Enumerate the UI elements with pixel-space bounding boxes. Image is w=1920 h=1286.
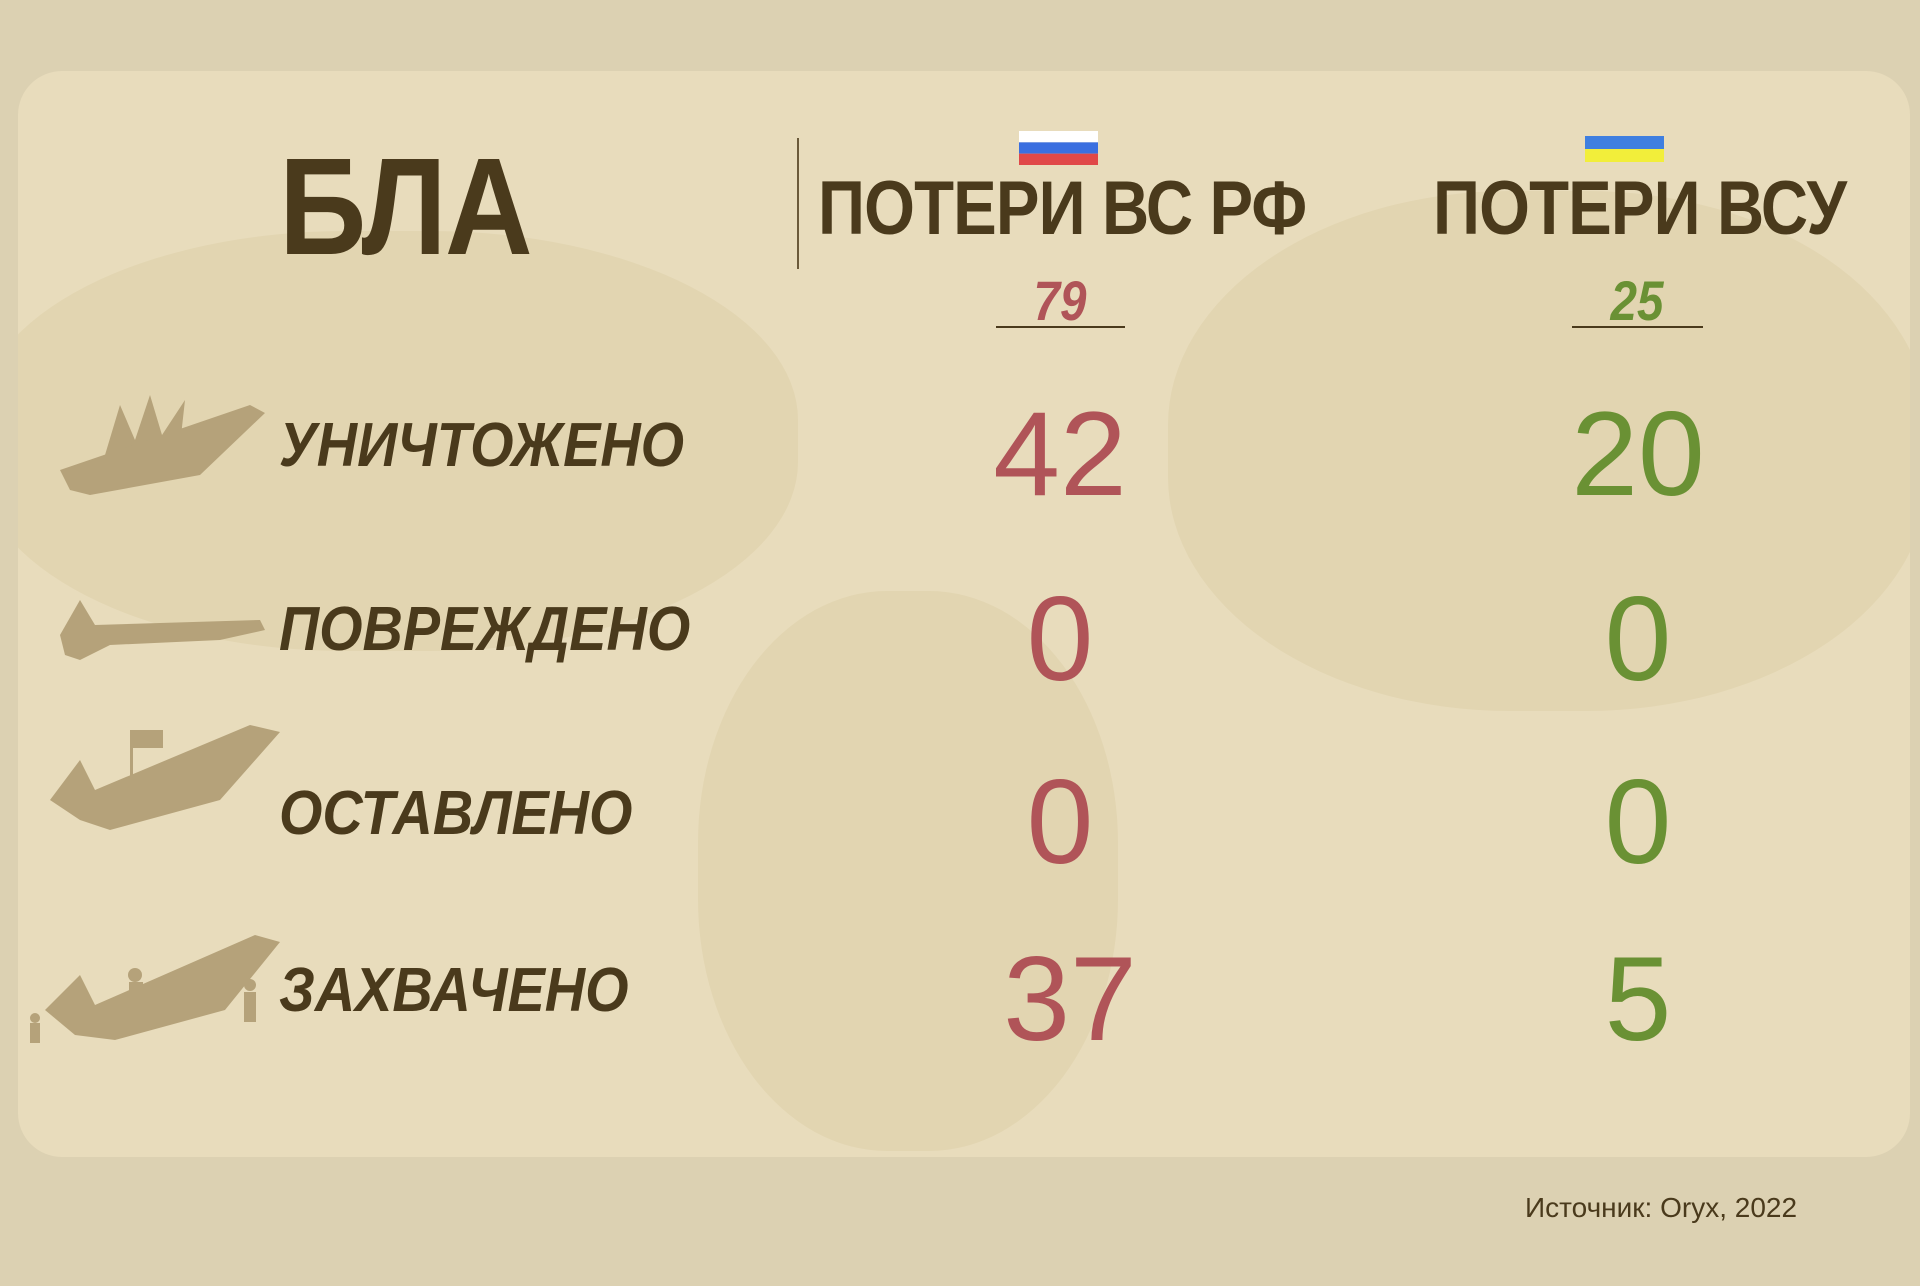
total-russia: 79 xyxy=(1033,269,1087,332)
russia-flag-icon xyxy=(1019,131,1098,165)
total-ukraine: 25 xyxy=(1610,269,1664,332)
value-ukraine-captured: 5 xyxy=(1604,932,1672,1066)
value-russia-destroyed: 42 xyxy=(993,387,1127,521)
map-background xyxy=(1168,191,1910,711)
divider xyxy=(797,138,799,269)
abandoned-drone-icon xyxy=(50,725,280,830)
damaged-drone-icon xyxy=(60,600,265,660)
captured-drone-icon xyxy=(30,935,280,1043)
ukraine-flag-icon xyxy=(1585,136,1664,162)
row-label-destroyed: УНИЧТОЖЕНО xyxy=(279,411,685,480)
destroyed-drone-icon xyxy=(60,395,265,495)
infographic-card xyxy=(18,71,1910,1157)
column-header-ukraine: ПОТЕРИ ВСУ xyxy=(1433,166,1847,251)
map-background xyxy=(698,591,1118,1151)
value-ukraine-abandoned: 0 xyxy=(1604,755,1672,889)
underline xyxy=(1572,326,1703,328)
value-ukraine-damaged: 0 xyxy=(1604,572,1672,706)
row-label-abandoned: ОСТАВЛЕНО xyxy=(279,779,633,848)
underline xyxy=(996,326,1125,328)
page-title: БЛА xyxy=(279,130,533,284)
value-russia-damaged: 0 xyxy=(1026,572,1094,706)
column-header-russia: ПОТЕРИ ВС РФ xyxy=(818,166,1307,251)
value-ukraine-destroyed: 20 xyxy=(1571,387,1705,521)
row-label-captured: ЗАХВАЧЕНО xyxy=(279,956,629,1025)
row-label-damaged: ПОВРЕЖДЕНО xyxy=(279,595,691,664)
value-russia-abandoned: 0 xyxy=(1026,755,1094,889)
source-caption: Источник: Oryx, 2022 xyxy=(1525,1192,1798,1223)
value-russia-captured: 37 xyxy=(1003,932,1137,1066)
